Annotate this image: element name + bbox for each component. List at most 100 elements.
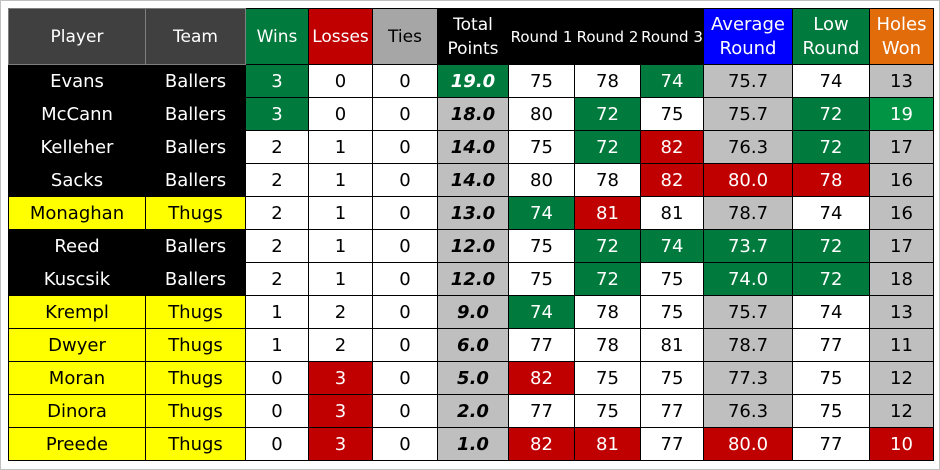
cell-player[interactable]: Preede — [8, 427, 146, 461]
cell-holes-won[interactable]: 18 — [869, 262, 934, 296]
cell-round-1[interactable]: 80 — [508, 163, 575, 197]
cell-round-3[interactable]: 74 — [640, 64, 704, 98]
cell-team[interactable]: Ballers — [145, 97, 246, 131]
cell-ties[interactable]: 0 — [372, 163, 438, 197]
cell-round-2[interactable]: 75 — [574, 394, 641, 428]
cell-round-2[interactable]: 72 — [574, 229, 641, 263]
cell-losses[interactable]: 3 — [308, 361, 373, 395]
cell-round-3[interactable]: 77 — [640, 394, 704, 428]
cell-team[interactable]: Thugs — [145, 427, 246, 461]
header-player[interactable]: Player — [8, 8, 146, 65]
cell-low-round[interactable]: 74 — [792, 196, 870, 230]
cell-low-round[interactable]: 72 — [792, 130, 870, 164]
cell-player[interactable]: McCann — [8, 97, 146, 131]
cell-losses[interactable]: 1 — [308, 163, 373, 197]
cell-total-points[interactable]: 13.0 — [437, 196, 509, 230]
cell-round-1[interactable]: 80 — [508, 97, 575, 131]
cell-ties[interactable]: 0 — [372, 64, 438, 98]
cell-team[interactable]: Thugs — [145, 295, 246, 329]
cell-round-2[interactable]: 75 — [574, 361, 641, 395]
cell-round-2[interactable]: 72 — [574, 130, 641, 164]
cell-round-2[interactable]: 72 — [574, 262, 641, 296]
cell-team[interactable]: Ballers — [145, 64, 246, 98]
header-holes-won[interactable]: Holes Won — [869, 8, 934, 65]
cell-round-2[interactable]: 81 — [574, 196, 641, 230]
cell-player[interactable]: Monaghan — [8, 196, 146, 230]
cell-round-2[interactable]: 78 — [574, 64, 641, 98]
cell-round-1[interactable]: 75 — [508, 64, 575, 98]
cell-holes-won[interactable]: 12 — [869, 394, 934, 428]
cell-average-round[interactable]: 80.0 — [703, 163, 793, 197]
cell-total-points[interactable]: 19.0 — [437, 64, 509, 98]
cell-round-3[interactable]: 74 — [640, 229, 704, 263]
header-losses[interactable]: Losses — [308, 8, 373, 65]
cell-losses[interactable]: 0 — [308, 97, 373, 131]
cell-low-round[interactable]: 75 — [792, 361, 870, 395]
cell-total-points[interactable]: 6.0 — [437, 328, 509, 362]
cell-team[interactable]: Ballers — [145, 229, 246, 263]
cell-ties[interactable]: 0 — [372, 130, 438, 164]
cell-wins[interactable]: 2 — [245, 130, 309, 164]
cell-holes-won[interactable]: 11 — [869, 328, 934, 362]
cell-ties[interactable]: 0 — [372, 361, 438, 395]
cell-low-round[interactable]: 77 — [792, 328, 870, 362]
cell-player[interactable]: Krempl — [8, 295, 146, 329]
cell-wins[interactable]: 3 — [245, 97, 309, 131]
cell-wins[interactable]: 0 — [245, 394, 309, 428]
cell-ties[interactable]: 0 — [372, 394, 438, 428]
cell-total-points[interactable]: 12.0 — [437, 262, 509, 296]
cell-ties[interactable]: 0 — [372, 97, 438, 131]
cell-round-1[interactable]: 77 — [508, 394, 575, 428]
cell-holes-won[interactable]: 16 — [869, 163, 934, 197]
header-round-3[interactable]: Round 3 — [640, 8, 704, 65]
cell-round-3[interactable]: 81 — [640, 328, 704, 362]
cell-round-3[interactable]: 75 — [640, 97, 704, 131]
cell-average-round[interactable]: 78.7 — [703, 328, 793, 362]
cell-average-round[interactable]: 78.7 — [703, 196, 793, 230]
cell-ties[interactable]: 0 — [372, 427, 438, 461]
cell-player[interactable]: Reed — [8, 229, 146, 263]
cell-player[interactable]: Kuscsik — [8, 262, 146, 296]
cell-total-points[interactable]: 2.0 — [437, 394, 509, 428]
cell-total-points[interactable]: 12.0 — [437, 229, 509, 263]
header-low-round[interactable]: Low Round — [792, 8, 870, 65]
cell-player[interactable]: Dwyer — [8, 328, 146, 362]
cell-holes-won[interactable]: 19 — [869, 97, 934, 131]
cell-low-round[interactable]: 75 — [792, 394, 870, 428]
cell-holes-won[interactable]: 12 — [869, 361, 934, 395]
cell-round-1[interactable]: 75 — [508, 130, 575, 164]
cell-total-points[interactable]: 18.0 — [437, 97, 509, 131]
cell-wins[interactable]: 1 — [245, 328, 309, 362]
cell-round-1[interactable]: 74 — [508, 196, 575, 230]
cell-average-round[interactable]: 75.7 — [703, 295, 793, 329]
cell-total-points[interactable]: 14.0 — [437, 130, 509, 164]
cell-player[interactable]: Dinora — [8, 394, 146, 428]
header-team[interactable]: Team — [145, 8, 246, 65]
cell-round-3[interactable]: 75 — [640, 262, 704, 296]
cell-round-2[interactable]: 72 — [574, 97, 641, 131]
cell-round-1[interactable]: 75 — [508, 262, 575, 296]
header-wins[interactable]: Wins — [245, 8, 309, 65]
cell-ties[interactable]: 0 — [372, 196, 438, 230]
cell-wins[interactable]: 0 — [245, 361, 309, 395]
cell-team[interactable]: Thugs — [145, 394, 246, 428]
cell-low-round[interactable]: 74 — [792, 64, 870, 98]
cell-holes-won[interactable]: 16 — [869, 196, 934, 230]
cell-losses[interactable]: 3 — [308, 394, 373, 428]
cell-low-round[interactable]: 74 — [792, 295, 870, 329]
cell-average-round[interactable]: 76.3 — [703, 394, 793, 428]
header-ties[interactable]: Ties — [372, 8, 438, 65]
cell-losses[interactable]: 1 — [308, 196, 373, 230]
cell-losses[interactable]: 1 — [308, 262, 373, 296]
cell-total-points[interactable]: 14.0 — [437, 163, 509, 197]
cell-average-round[interactable]: 73.7 — [703, 229, 793, 263]
cell-holes-won[interactable]: 13 — [869, 64, 934, 98]
header-total-points[interactable]: Total Points — [437, 8, 509, 65]
cell-low-round[interactable]: 72 — [792, 262, 870, 296]
cell-wins[interactable]: 2 — [245, 262, 309, 296]
cell-average-round[interactable]: 75.7 — [703, 64, 793, 98]
cell-round-2[interactable]: 81 — [574, 427, 641, 461]
cell-round-2[interactable]: 78 — [574, 163, 641, 197]
cell-wins[interactable]: 2 — [245, 229, 309, 263]
cell-player[interactable]: Kelleher — [8, 130, 146, 164]
